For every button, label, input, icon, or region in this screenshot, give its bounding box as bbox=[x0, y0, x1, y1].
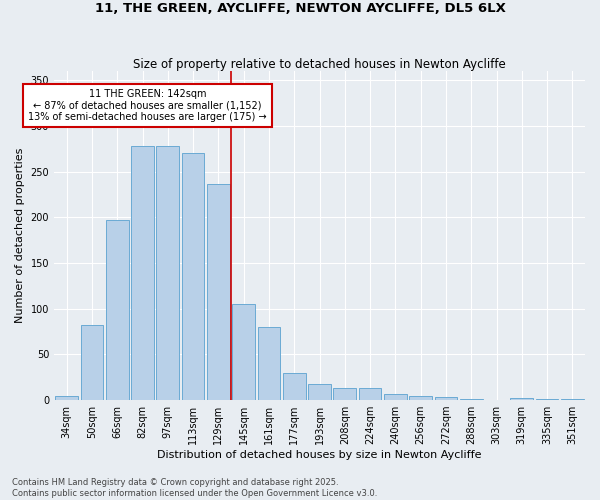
Text: 11 THE GREEN: 142sqm
← 87% of detached houses are smaller (1,152)
13% of semi-de: 11 THE GREEN: 142sqm ← 87% of detached h… bbox=[28, 90, 267, 122]
Bar bbox=[334, 388, 356, 400]
Bar bbox=[308, 384, 331, 400]
Bar bbox=[80, 325, 103, 400]
Title: Size of property relative to detached houses in Newton Aycliffe: Size of property relative to detached ho… bbox=[133, 58, 506, 71]
Bar bbox=[384, 394, 407, 400]
Text: Contains HM Land Registry data © Crown copyright and database right 2025.
Contai: Contains HM Land Registry data © Crown c… bbox=[12, 478, 377, 498]
X-axis label: Distribution of detached houses by size in Newton Aycliffe: Distribution of detached houses by size … bbox=[157, 450, 482, 460]
Bar bbox=[106, 220, 128, 400]
Bar bbox=[434, 398, 457, 400]
Bar bbox=[55, 396, 78, 400]
Bar bbox=[511, 398, 533, 400]
Bar bbox=[232, 304, 255, 400]
Bar bbox=[283, 372, 305, 400]
Bar bbox=[157, 146, 179, 400]
Bar bbox=[409, 396, 432, 400]
Bar bbox=[536, 399, 559, 400]
Bar bbox=[182, 154, 205, 400]
Y-axis label: Number of detached properties: Number of detached properties bbox=[15, 148, 25, 323]
Bar bbox=[561, 399, 584, 400]
Text: 11, THE GREEN, AYCLIFFE, NEWTON AYCLIFFE, DL5 6LX: 11, THE GREEN, AYCLIFFE, NEWTON AYCLIFFE… bbox=[95, 2, 505, 16]
Bar bbox=[257, 327, 280, 400]
Bar bbox=[460, 399, 482, 400]
Bar bbox=[359, 388, 382, 400]
Bar bbox=[131, 146, 154, 400]
Bar bbox=[207, 184, 230, 400]
